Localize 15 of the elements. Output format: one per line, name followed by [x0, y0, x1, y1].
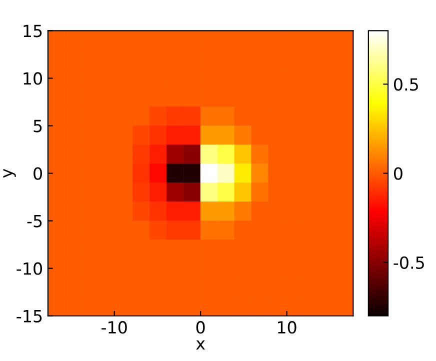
y-axis-title: y — [3, 168, 16, 178]
y-tick-label: 5 — [34, 120, 42, 132]
color-bar-label: -0.5 — [394, 256, 424, 269]
y-tick-label: 0 — [34, 167, 42, 180]
x-tick-label: 10 — [278, 321, 296, 334]
y-tick-label: -10 — [16, 262, 42, 275]
y-tick-label: -15 — [16, 310, 42, 322]
color-bar-label: 0 — [394, 167, 402, 180]
color-bar-label: 0.5 — [394, 78, 418, 91]
x-tick-label: 0 — [196, 321, 205, 334]
y-tick-label: 10 — [24, 72, 42, 85]
y-tick-label: 15 — [24, 24, 42, 38]
x-tick-label: -10 — [102, 321, 127, 334]
y-tick-label: -5 — [27, 214, 42, 228]
x-axis-title: x — [196, 340, 205, 350]
